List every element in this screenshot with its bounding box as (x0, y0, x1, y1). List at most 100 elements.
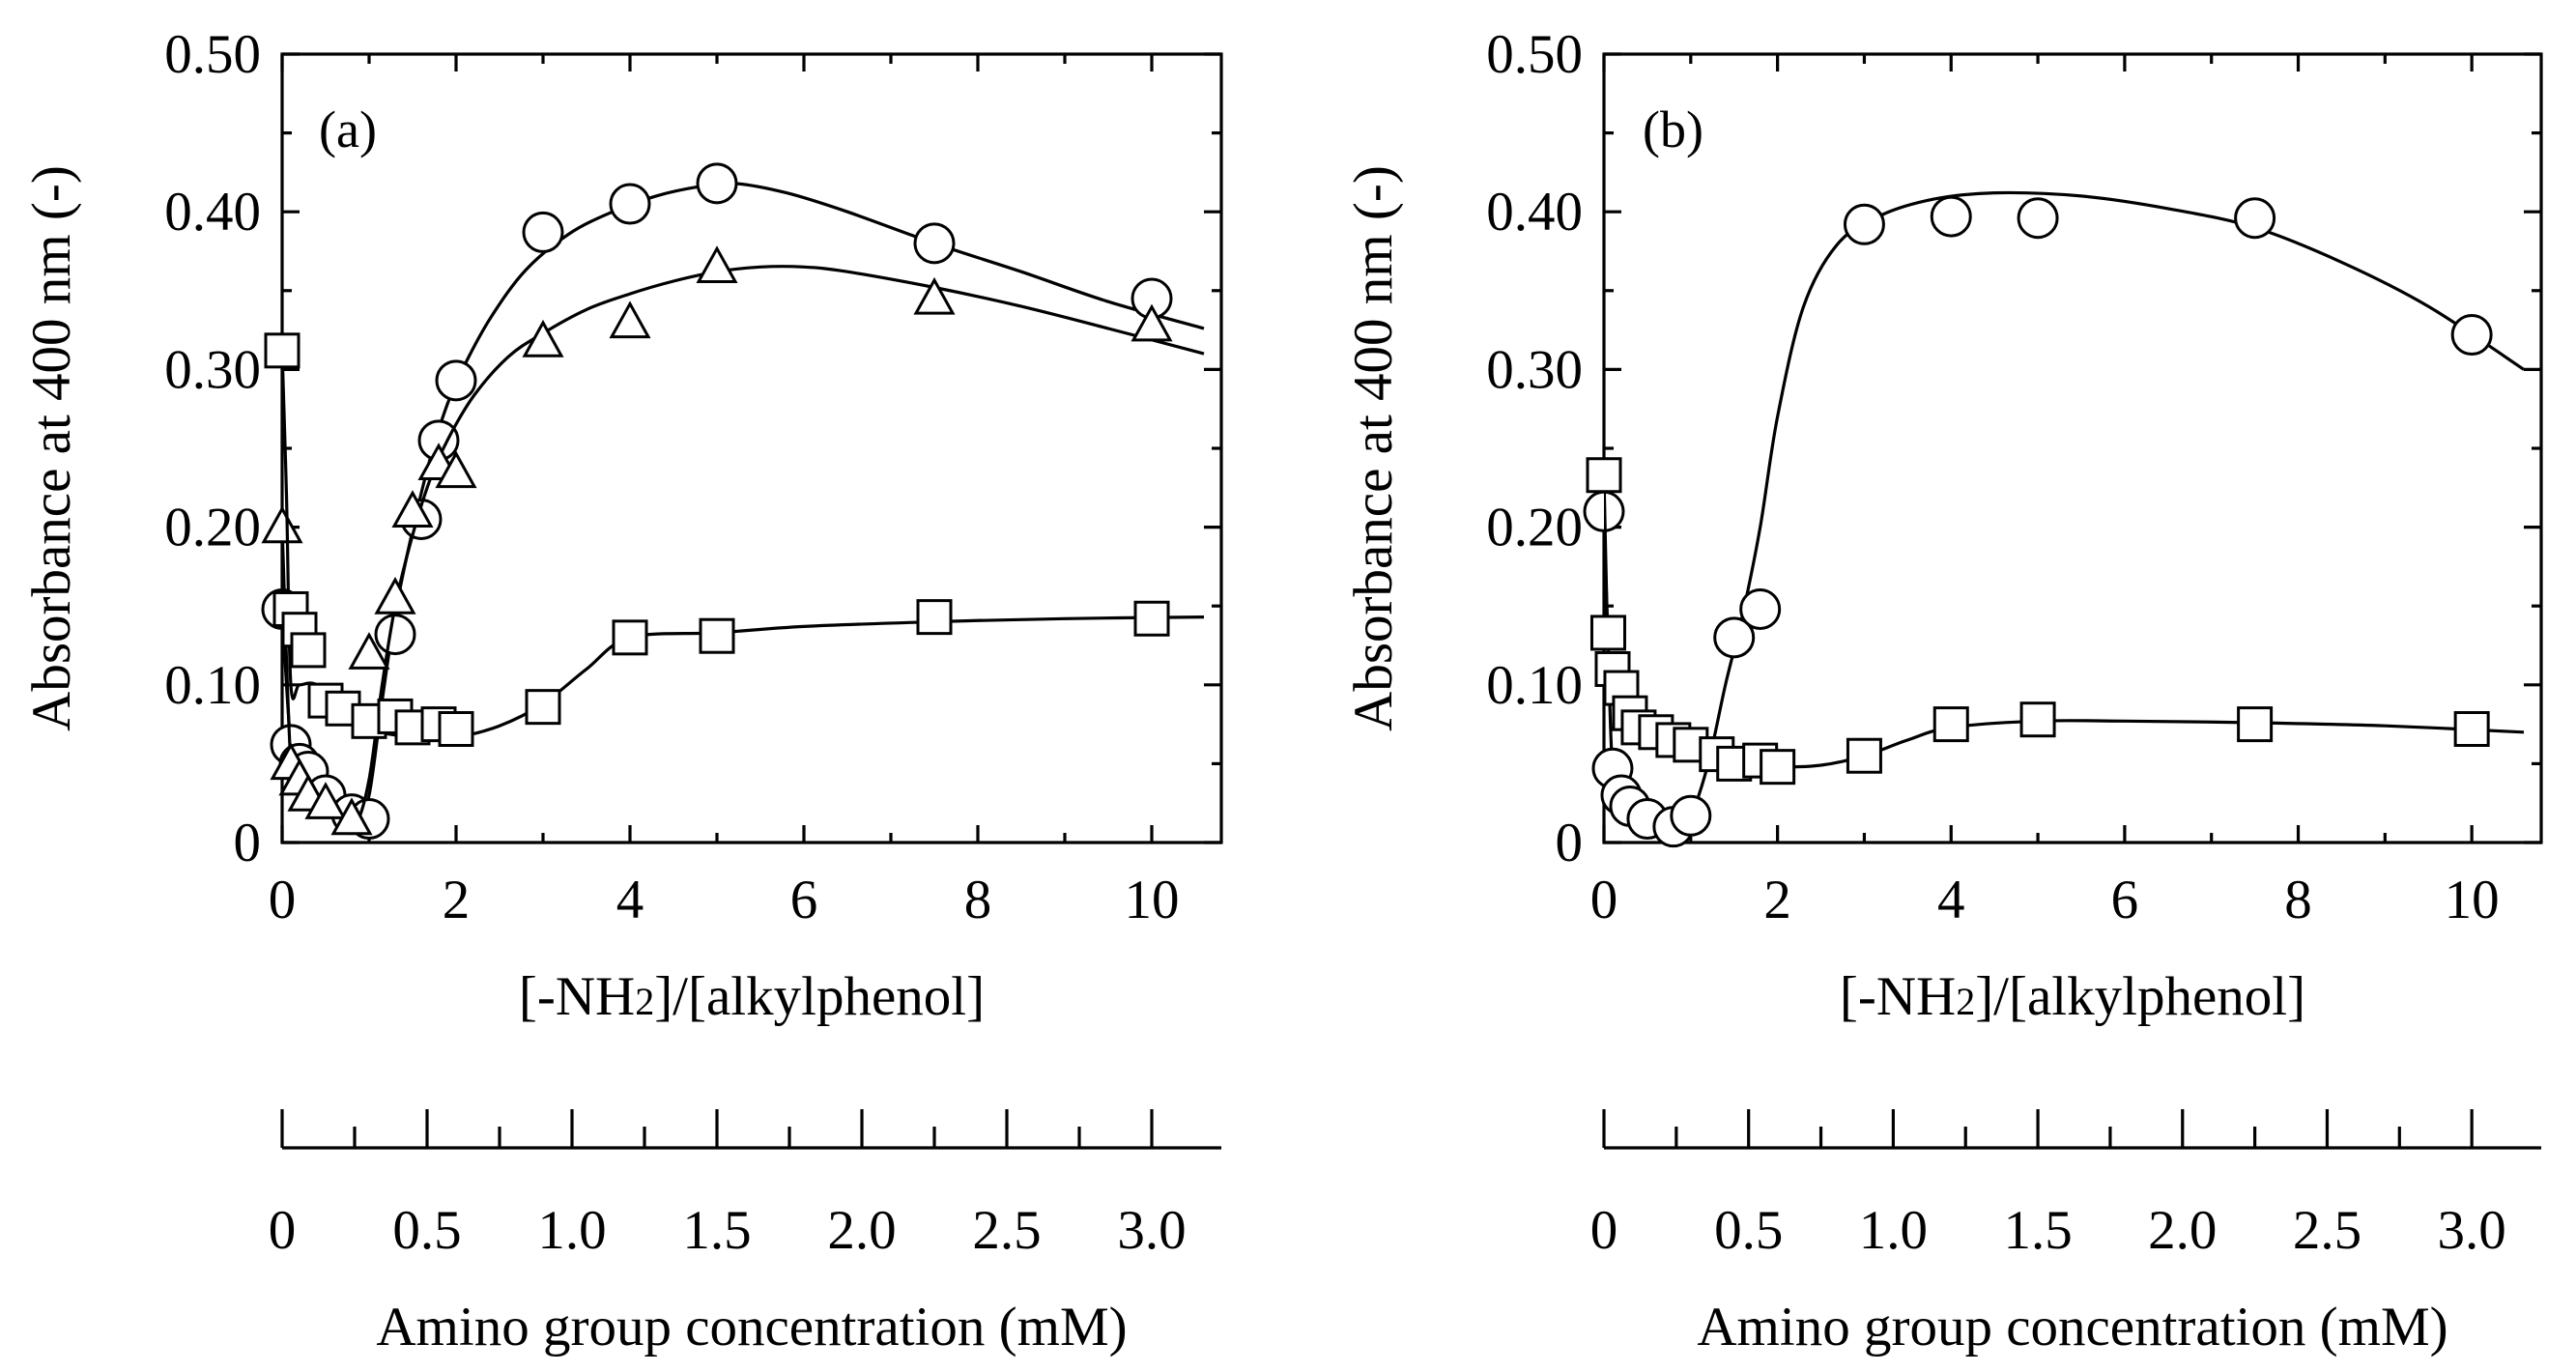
x-tick-label: 6 (790, 870, 818, 930)
series-circle-fit-line (1604, 190, 2525, 830)
secondary-tick-label: 1.0 (1859, 1200, 1928, 1261)
y-tick-label: 0.30 (164, 339, 261, 400)
y-tick-label: 0.20 (1486, 498, 1583, 558)
panel-label: (b) (1643, 100, 1703, 158)
data-point-circle (1843, 203, 1885, 245)
secondary-tick-label: 2.5 (972, 1200, 1041, 1261)
secondary-tick-label: 3.0 (1117, 1200, 1186, 1261)
x-axis-title-suffix: ]/[alkylphenol] (1975, 966, 2305, 1027)
x-tick-label: 0 (1590, 870, 1618, 930)
data-point-circle (435, 359, 477, 402)
data-point-triangle (435, 450, 477, 489)
data-point-square (1133, 600, 1170, 637)
x-tick-label: 10 (1125, 870, 1180, 930)
x-tick-label: 8 (2284, 870, 2312, 930)
secondary-axis-title: Amino group concentration (mM) (376, 1297, 1127, 1358)
x-axis-title-prefix: [-NH (519, 966, 635, 1027)
data-point-triangle (261, 505, 303, 544)
data-point-square (1932, 706, 1969, 743)
x-tick-label: 10 (2445, 870, 2500, 930)
data-point-triangle (374, 576, 416, 615)
data-point-triangle (1131, 303, 1173, 342)
data-point-circle (1739, 587, 1782, 630)
secondary-tick-label: 3.0 (2438, 1200, 2506, 1261)
series-square-fit-line (282, 350, 1205, 740)
data-point-square (2453, 710, 2490, 747)
x-axis-title: [-NH2]/[alkylphenol] (519, 966, 985, 1027)
data-point-square (1586, 457, 1622, 494)
x-tick-label: 4 (616, 870, 644, 930)
data-point-square (699, 617, 735, 654)
data-point-circle (374, 614, 416, 656)
y-tick-label: 0.30 (1486, 339, 1583, 400)
secondary-tick-label: 2.5 (2293, 1200, 2361, 1261)
y-axis-title: Absorbance at 400 nm (-) (1343, 165, 1404, 731)
data-point-triangle (348, 632, 390, 670)
x-axis-title-subscript: 2 (635, 980, 654, 1023)
secondary-tick-label: 2.0 (827, 1200, 896, 1261)
secondary-tick-label: 0 (269, 1200, 297, 1261)
data-point-triangle (304, 782, 347, 819)
y-axis-title: Absorbance at 400 nm (-) (21, 165, 82, 731)
data-point-circle (1930, 195, 1972, 238)
data-point-circle (2234, 197, 2276, 240)
secondary-tick-label: 0.5 (392, 1200, 461, 1261)
data-point-triangle (609, 300, 651, 339)
y-tick-label: 0.40 (164, 182, 261, 243)
x-axis-title-subscript: 2 (1956, 980, 1975, 1023)
panel-label: (a) (319, 100, 377, 158)
data-point-triangle (391, 490, 434, 528)
secondary-tick-label: 2.0 (2148, 1200, 2217, 1261)
secondary-tick-label: 0 (1590, 1200, 1618, 1261)
plot-frame (1602, 52, 2543, 844)
data-point-triangle (696, 245, 738, 284)
x-axis-title-prefix: [-NH (1840, 966, 1956, 1027)
y-tick-label: 0.40 (1486, 182, 1583, 243)
x-tick-label: 8 (964, 870, 992, 930)
data-point-square (2019, 701, 2056, 738)
y-tick-label: 0 (1556, 813, 1584, 873)
data-point-circle (696, 162, 738, 205)
data-point-triangle (330, 797, 373, 836)
data-point-square (438, 710, 474, 747)
secondary-tick-label: 1.5 (682, 1200, 751, 1261)
data-point-circle (2017, 197, 2059, 240)
data-point-square (264, 332, 301, 369)
data-point-square (1589, 615, 1626, 651)
y-tick-label: 0.10 (164, 655, 261, 716)
data-point-circle (1670, 794, 1712, 837)
data-point-circle (609, 183, 651, 225)
data-point-triangle (522, 319, 564, 357)
y-tick-label: 0 (234, 813, 262, 873)
x-axis-title-suffix: ]/[alkylphenol] (654, 966, 985, 1027)
x-tick-label: 0 (269, 870, 297, 930)
x-tick-label: 4 (1937, 870, 1965, 930)
data-point-square (1760, 749, 1796, 786)
data-point-triangle (913, 276, 956, 315)
data-point-circle (2450, 313, 2493, 356)
data-point-square (916, 599, 953, 636)
x-axis-title: [-NH2]/[alkylphenol] (1840, 966, 2305, 1027)
x-tick-label: 2 (1763, 870, 1791, 930)
y-tick-label: 0.20 (164, 498, 261, 558)
secondary-tick-label: 1.0 (537, 1200, 606, 1261)
y-tick-label: 0.10 (1486, 655, 1583, 716)
data-point-square (290, 632, 327, 669)
data-point-circle (522, 211, 564, 253)
y-tick-label: 0.50 (1486, 24, 1583, 85)
data-point-square (612, 619, 648, 656)
data-point-square (2237, 706, 2274, 743)
data-point-circle (1713, 616, 1756, 659)
data-point-circle (913, 222, 956, 265)
secondary-tick-label: 0.5 (1714, 1200, 1783, 1261)
x-tick-label: 6 (2111, 870, 2139, 930)
data-point-square (525, 689, 561, 726)
data-point-square (1846, 737, 1882, 774)
y-tick-label: 0.50 (164, 24, 261, 85)
secondary-tick-label: 1.5 (2003, 1200, 2072, 1261)
x-tick-label: 2 (443, 870, 471, 930)
secondary-axis-title: Amino group concentration (mM) (1697, 1297, 2447, 1358)
